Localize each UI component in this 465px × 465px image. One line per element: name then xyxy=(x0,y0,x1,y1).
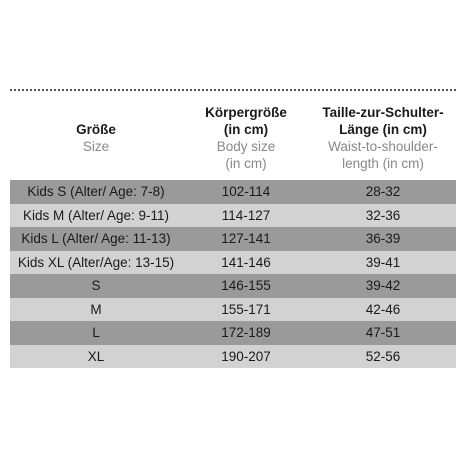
table-row: M 155-171 42-46 xyxy=(10,297,456,321)
header-waist-de-line1: Taille-zur-Schulter- xyxy=(322,105,444,120)
size-cell: Kids L (Alter/ Age: 11-13) xyxy=(21,231,171,246)
waist-length-cell: 52-56 xyxy=(365,348,401,364)
table-row: L 172-189 47-51 xyxy=(10,321,456,345)
waist-length-cell: 39-42 xyxy=(365,278,401,293)
header-waist-en-line2: length (in cm) xyxy=(342,156,424,171)
size-cell: XL xyxy=(87,348,105,364)
waist-length-cell: 28-32 xyxy=(365,184,401,199)
header-body-de-line1: Körpergröße xyxy=(205,105,287,120)
table-row: S 146-155 39-42 xyxy=(10,274,456,298)
table-row: Kids XL (Alter/Age: 13-15) 141-146 39-41 xyxy=(10,250,456,274)
header-body-en-line2: (in cm) xyxy=(225,156,267,171)
size-table: Kids S (Alter/ Age: 7-8) 102-114 28-32 K… xyxy=(10,180,456,368)
header-body-en-line1: Body size xyxy=(216,139,276,154)
header-size-en: Size xyxy=(82,139,110,154)
header-waist-en-line1: Waist-to-shoulder- xyxy=(328,139,438,154)
header-waist-to-shoulder: Taille-zur-Schulter- Länge (in cm) Waist… xyxy=(310,104,456,172)
body-size-cell: 155-171 xyxy=(221,301,271,317)
waist-length-cell: 47-51 xyxy=(365,325,401,340)
size-cell: M xyxy=(90,301,102,317)
body-size-cell: 190-207 xyxy=(221,348,271,364)
waist-length-cell: 42-46 xyxy=(365,301,401,317)
body-size-cell: 114-127 xyxy=(221,207,271,223)
body-size-cell: 141-146 xyxy=(221,254,271,270)
header-size-de: Größe xyxy=(76,122,116,137)
body-size-cell: 127-141 xyxy=(221,231,271,246)
table-header: Größe Size Körpergröße (in cm) Body size… xyxy=(10,104,456,176)
waist-length-cell: 39-41 xyxy=(365,254,401,270)
size-cell: L xyxy=(92,325,100,340)
table-row: Kids S (Alter/ Age: 7-8) 102-114 28-32 xyxy=(10,180,456,204)
table-row: Kids M (Alter/ Age: 9-11) 114-127 32-36 xyxy=(10,203,456,227)
body-size-cell: 172-189 xyxy=(221,325,271,340)
header-size: Größe Size xyxy=(10,121,182,155)
header-body-size: Körpergröße (in cm) Body size (in cm) xyxy=(182,104,310,172)
waist-length-cell: 36-39 xyxy=(365,231,401,246)
body-size-cell: 146-155 xyxy=(221,278,271,293)
header-waist-de-line2: Länge (in cm) xyxy=(339,122,427,137)
dotted-divider xyxy=(10,89,456,91)
header-body-de-line2: (in cm) xyxy=(223,122,269,137)
body-size-cell: 102-114 xyxy=(221,184,271,199)
size-cell: Kids M (Alter/ Age: 9-11) xyxy=(22,207,170,223)
size-cell: Kids XL (Alter/Age: 13-15) xyxy=(17,254,175,270)
waist-length-cell: 32-36 xyxy=(365,207,401,223)
size-cell: S xyxy=(91,278,101,293)
table-row: Kids L (Alter/ Age: 11-13) 127-141 36-39 xyxy=(10,227,456,251)
size-cell: Kids S (Alter/ Age: 7-8) xyxy=(27,184,165,199)
table-row: XL 190-207 52-56 xyxy=(10,344,456,368)
